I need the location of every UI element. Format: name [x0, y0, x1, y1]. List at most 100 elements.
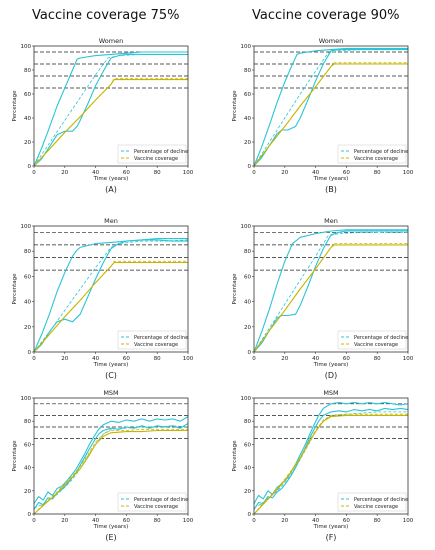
y-tick-label: 40 — [244, 116, 251, 122]
legend-box — [117, 492, 187, 512]
legend-label-decline: Percentage of decline — [134, 149, 188, 155]
x-tick-label: 80 — [154, 518, 161, 524]
panel-title: Men — [324, 217, 338, 225]
y-tick-label: 20 — [24, 489, 31, 495]
y-tick-label: 0 — [248, 350, 252, 356]
plot-frame — [253, 45, 409, 167]
decline-line — [253, 407, 409, 510]
x-tick-label: 80 — [154, 170, 161, 176]
y-tick-label: 40 — [24, 466, 31, 472]
y-tick-label: 20 — [24, 140, 31, 146]
y-tick-label: 60 — [244, 92, 251, 98]
y-tick-label: 0 — [28, 164, 32, 170]
x-axis-label: Time (years) — [313, 524, 349, 530]
x-tick-label: 0 — [32, 518, 36, 524]
y-tick-label: 60 — [244, 274, 251, 280]
x-tick-label: 100 — [403, 518, 414, 524]
x-tick-label: 80 — [374, 518, 381, 524]
y-tick-label: 80 — [24, 419, 31, 425]
panel-title: Women — [99, 37, 123, 45]
y-tick-label: 80 — [24, 249, 31, 255]
legend-label-decline: Percentage of decline — [354, 497, 408, 503]
y-tick-label: 80 — [244, 419, 251, 425]
panel-title: Women — [319, 37, 343, 45]
coverage-line-dashed — [33, 260, 188, 353]
panel-4: Men 0 20 40 60 80 100 0 20 40 60 80 100 Time (years) P… — [232, 217, 414, 380]
x-tick-label: 0 — [252, 356, 256, 362]
y-tick-label: 0 — [248, 512, 252, 518]
decline-line — [253, 230, 408, 353]
x-tick-label: 100 — [183, 518, 194, 524]
panel-title: MSM — [103, 389, 118, 397]
legend-label-coverage: Vaccine coverage — [134, 342, 178, 348]
x-axis-label: Time (years) — [93, 176, 129, 182]
decline-line — [253, 229, 408, 353]
x-tick-label: 100 — [403, 170, 414, 176]
legend-label-decline: Percentage of decline — [134, 335, 188, 341]
x-tick-label: 60 — [343, 356, 350, 362]
y-tick-label: 100 — [241, 224, 252, 230]
legend-box — [117, 330, 187, 350]
legend-label-coverage: Vaccine coverage — [134, 504, 178, 510]
y-axis-label: Percentage — [232, 90, 238, 122]
x-tick-label: 20 — [61, 518, 68, 524]
legend-box — [337, 330, 407, 350]
y-tick-label: 40 — [244, 466, 251, 472]
decline-line-dashed — [33, 54, 188, 167]
y-tick-label: 100 — [241, 396, 252, 402]
panel-letter: (D) — [325, 371, 337, 380]
x-tick-label: 100 — [183, 170, 194, 176]
x-tick-label: 0 — [252, 170, 256, 176]
coverage-line-dashed — [253, 243, 408, 353]
legend-box — [337, 144, 407, 164]
y-tick-label: 20 — [244, 489, 251, 495]
coverage-line-dashed — [33, 78, 188, 167]
x-tick-label: 20 — [61, 356, 68, 362]
y-tick-label: 100 — [21, 224, 32, 230]
panel-letter: (B) — [325, 185, 337, 194]
plot-frame — [253, 397, 409, 515]
y-axis-label: Percentage — [232, 273, 238, 305]
decline-line-dashed — [33, 239, 189, 353]
legend-box — [337, 492, 407, 512]
y-tick-label: 60 — [24, 442, 31, 448]
legend-label-decline: Percentage of decline — [354, 335, 408, 341]
x-tick-label: 60 — [123, 518, 130, 524]
x-tick-label: 80 — [374, 170, 381, 176]
x-tick-label: 20 — [61, 170, 68, 176]
decline-line — [33, 416, 189, 504]
x-axis-label: Time (years) — [93, 524, 129, 530]
y-axis-label: Percentage — [12, 273, 18, 305]
decline-line-dashed — [253, 49, 408, 167]
coverage-line — [253, 414, 408, 515]
panel-letter: (E) — [105, 533, 116, 542]
y-tick-label: 0 — [248, 164, 252, 170]
y-tick-label: 20 — [24, 325, 31, 331]
plot-frame — [253, 225, 409, 353]
y-axis-label: Percentage — [232, 440, 238, 472]
y-tick-label: 80 — [24, 68, 31, 74]
y-axis-label: Percentage — [12, 440, 18, 472]
column-title-75: Vaccine coverage 75% — [32, 8, 180, 23]
y-tick-label: 80 — [244, 68, 251, 74]
y-tick-label: 80 — [244, 249, 251, 255]
y-tick-label: 0 — [28, 350, 32, 356]
x-tick-label: 20 — [281, 170, 288, 176]
y-tick-label: 60 — [24, 274, 31, 280]
x-tick-label: 100 — [183, 356, 194, 362]
x-tick-label: 40 — [312, 518, 319, 524]
x-tick-label: 0 — [32, 170, 36, 176]
panel-3: Men 0 20 40 60 80 100 0 20 40 60 80 100 Time (years) P… — [12, 217, 194, 380]
panel-1: Women 0 20 40 60 80 100 0 20 40 60 80 100 Time (years… — [12, 37, 194, 194]
legend-label-coverage: Vaccine coverage — [134, 156, 178, 162]
decline-line — [253, 47, 408, 167]
y-tick-label: 40 — [244, 300, 251, 306]
y-tick-label: 100 — [21, 44, 32, 50]
plot-frame — [33, 225, 189, 353]
x-tick-label: 60 — [343, 170, 350, 176]
legend-label-coverage: Vaccine coverage — [354, 156, 398, 162]
legend-label-coverage: Vaccine coverage — [354, 504, 398, 510]
y-tick-label: 0 — [28, 512, 32, 518]
x-tick-label: 40 — [312, 170, 319, 176]
y-tick-label: 40 — [24, 300, 31, 306]
